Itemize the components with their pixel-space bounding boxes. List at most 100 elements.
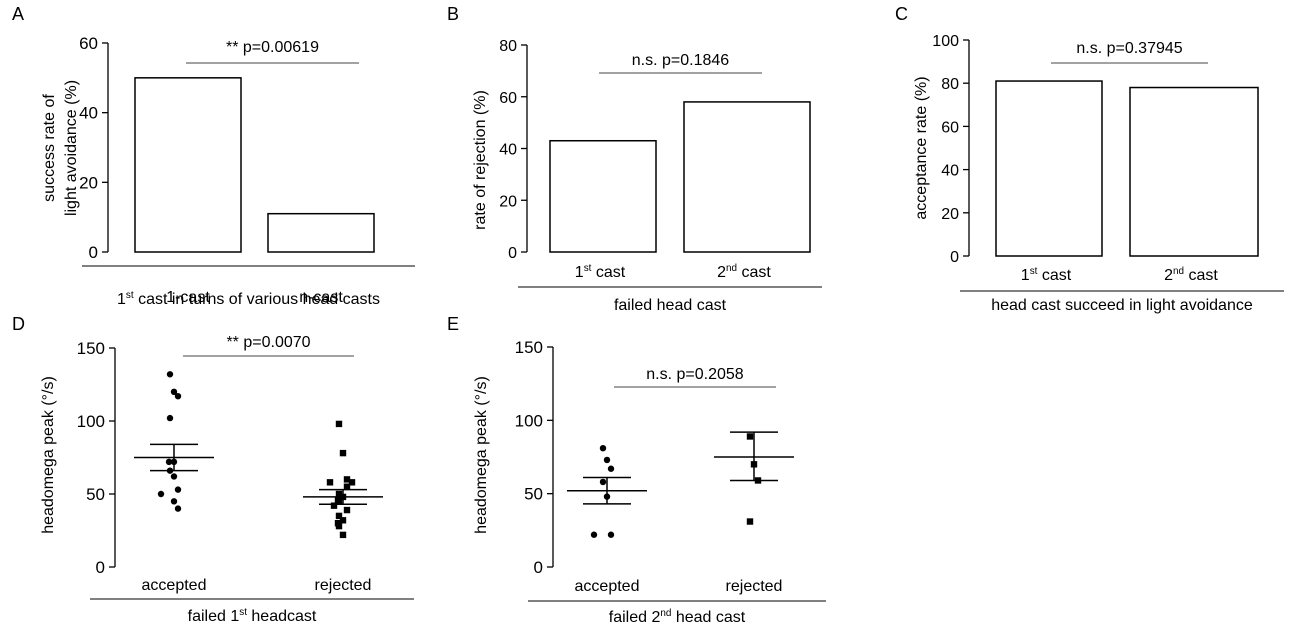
data-point	[158, 491, 164, 497]
x-category-label: rejected	[315, 577, 372, 594]
group-label-superscript: nd	[660, 608, 671, 619]
data-point	[167, 371, 173, 377]
panel-a: A 0 20 40 60 success rate of light avoidance (…	[12, 4, 415, 308]
y-axis-label: acceptance rate (%)	[913, 76, 930, 219]
x-category-label: accepted	[142, 577, 207, 594]
y-tick-label: 150	[515, 338, 543, 357]
data-point	[608, 466, 614, 472]
y-tick-label: 40	[79, 104, 98, 123]
y-tick-label: 40	[499, 142, 517, 159]
data-point	[175, 393, 181, 399]
group-label-part: headcast	[247, 608, 317, 625]
panel-letter: A	[12, 4, 24, 24]
bar	[268, 214, 374, 252]
group-label-part: head cast	[671, 609, 745, 626]
panel-c: C 0 20 40 60 80 100 acceptance rate (%) 1st cast…	[895, 4, 1284, 314]
x-category-label-part: cast	[737, 264, 771, 281]
significance-label: n.s. p=0.1846	[632, 52, 730, 69]
data-point	[336, 523, 342, 529]
data-point	[600, 479, 606, 485]
data-point	[175, 505, 181, 511]
x-category-label: 1st cast	[1021, 266, 1072, 284]
y-tick-label: 0	[950, 249, 959, 266]
data-point	[591, 532, 597, 538]
data-point	[600, 445, 606, 451]
data-point	[331, 502, 337, 508]
x-category-label-part: cast	[1184, 267, 1218, 284]
y-tick-label: 60	[499, 90, 517, 107]
group-label-part: failed 1	[188, 608, 240, 625]
bar	[1130, 88, 1258, 256]
data-point	[327, 479, 333, 485]
x-category-label-superscript: nd	[1173, 266, 1184, 277]
panel-e: E 0 50 100 150 headomega peak (°/s) accepted re…	[447, 314, 826, 626]
y-tick-label: 0	[96, 558, 105, 577]
y-tick-label: 0	[508, 245, 517, 262]
data-point	[747, 433, 753, 439]
y-tick-label: 50	[524, 485, 543, 504]
y-tick-label: 40	[941, 163, 959, 180]
y-axis-label: headomega peak (°/s)	[473, 376, 490, 534]
x-category-label: rejected	[726, 578, 783, 595]
y-tick-label: 80	[499, 38, 517, 55]
y-tick-label: 50	[86, 485, 105, 504]
y-tick-label: 20	[941, 206, 959, 223]
bar	[135, 78, 241, 252]
significance-label: ** p=0.00619	[226, 39, 319, 56]
x-category-label-part: 1	[1021, 267, 1030, 284]
y-tick-label: 80	[941, 76, 959, 93]
x-category-label: 2nd cast	[1164, 266, 1218, 284]
bar	[996, 81, 1102, 256]
x-category-label-part: 2	[1164, 267, 1173, 284]
x-category-label-part: 1	[575, 264, 584, 281]
data-point	[175, 486, 181, 492]
y-tick-label: 20	[79, 173, 98, 192]
y-axis-label: headomega peak (°/s)	[40, 376, 57, 534]
data-point	[167, 415, 173, 421]
group-label-part: cast in turns of various head casts	[134, 291, 380, 308]
data-point	[340, 450, 346, 456]
significance-label: n.s. p=0.37945	[1076, 40, 1182, 57]
group-label: head cast succeed in light avoidance	[991, 297, 1253, 314]
panel-letter: E	[447, 314, 459, 334]
y-tick-label: 60	[941, 119, 959, 136]
y-axis-label: success rate of	[41, 94, 58, 202]
y-tick-label: 0	[534, 558, 543, 577]
data-point	[340, 532, 346, 538]
data-point	[604, 457, 610, 463]
significance-label: n.s. p=0.2058	[646, 366, 744, 383]
y-tick-label: 150	[77, 339, 105, 358]
data-point	[608, 532, 614, 538]
panel-letter: C	[895, 4, 908, 24]
y-tick-label: 100	[515, 411, 543, 430]
panel-d: D 0 50 100 150 headomega peak (°/s) accepted re…	[12, 314, 414, 625]
significance-label: ** p=0.0070	[226, 334, 310, 351]
data-point	[344, 507, 350, 513]
panel-b: B020406080rate of rejection (%)1st cast 2…	[447, 4, 822, 314]
x-category-label-superscript: nd	[726, 263, 737, 274]
x-category-label: 2nd cast	[717, 263, 771, 281]
bar	[550, 141, 656, 252]
group-label: failed 2nd head cast	[609, 608, 746, 626]
group-label: failed head cast	[614, 297, 727, 314]
group-label-part: failed 2	[609, 609, 661, 626]
y-tick-label: 20	[499, 193, 517, 210]
data-point	[336, 421, 342, 427]
group-label: failed 1st headcast	[188, 607, 317, 625]
group-label-part: failed head cast	[614, 297, 727, 314]
y-tick-label: 0	[89, 243, 98, 262]
group-label-part: head cast succeed in light avoidance	[991, 297, 1253, 314]
panel-letter: D	[12, 314, 25, 334]
bar	[684, 102, 810, 252]
y-tick-label: 100	[77, 412, 105, 431]
data-point	[171, 498, 177, 504]
x-category-label-part: cast	[591, 264, 625, 281]
x-category-label: accepted	[575, 578, 640, 595]
group-label-part: 1	[117, 291, 126, 308]
y-axis-label: light avoidance (%)	[63, 80, 80, 216]
y-axis-label: rate of rejection (%)	[472, 90, 489, 230]
x-category-label-part: 2	[717, 264, 726, 281]
data-point	[747, 518, 753, 524]
data-point	[171, 473, 177, 479]
